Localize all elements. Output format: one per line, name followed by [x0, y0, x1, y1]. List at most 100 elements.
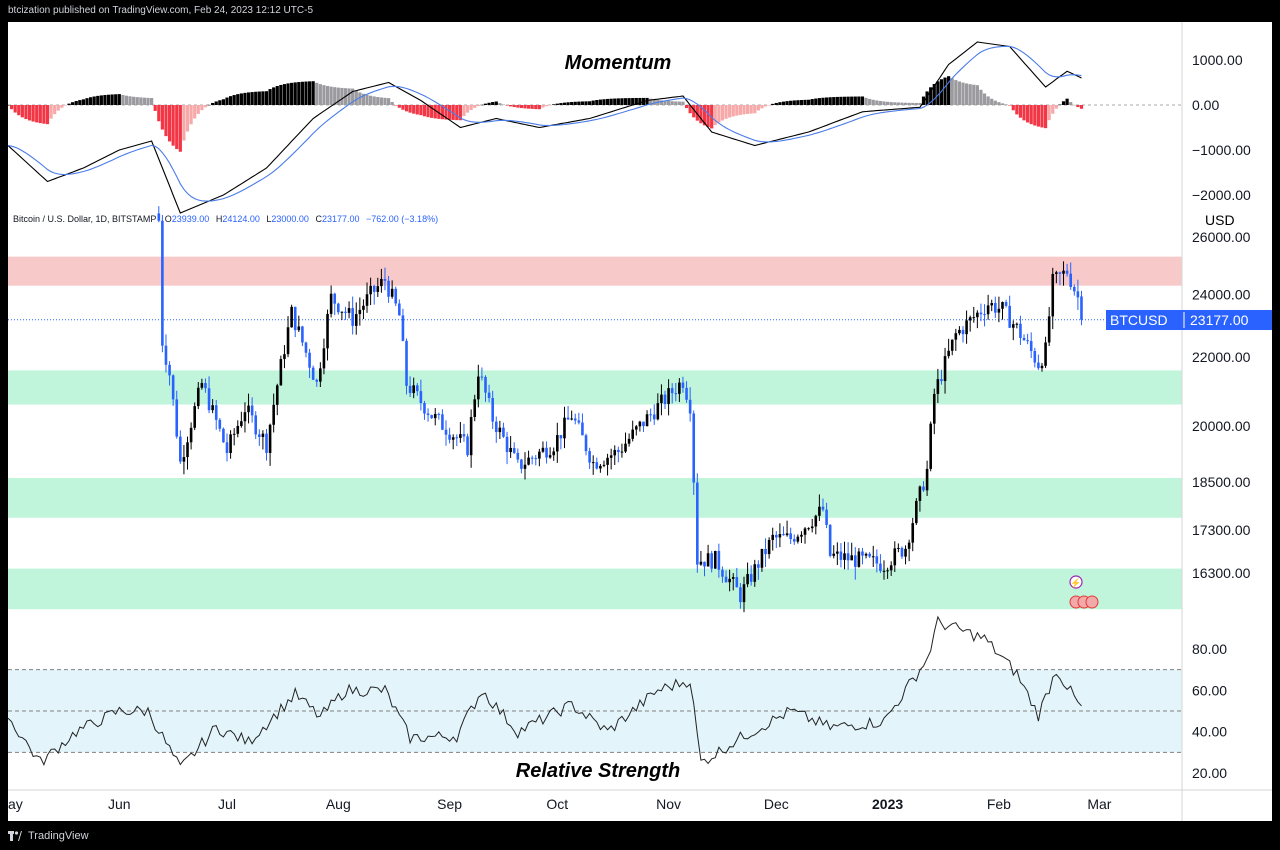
histogram-bar [483, 103, 488, 105]
candle [1047, 307, 1051, 347]
histogram-bar [447, 105, 452, 120]
histogram-bar [932, 83, 936, 105]
candle [505, 431, 509, 465]
histogram-bar [717, 105, 721, 123]
legend-low: 23000.00 [271, 214, 309, 224]
candle [250, 397, 254, 423]
candle [713, 550, 717, 569]
time-tick: Mar [1087, 796, 1111, 812]
candle [1011, 320, 1015, 341]
histogram-bar [526, 105, 531, 109]
histogram-bar [1015, 105, 1019, 115]
histogram-bar [369, 95, 373, 105]
histogram-bar [868, 98, 872, 105]
candle [426, 408, 430, 422]
histogram-bar [767, 105, 771, 106]
histogram-bar [1069, 102, 1073, 105]
candle [451, 434, 455, 450]
currency-label: USD [1205, 212, 1235, 228]
last-price-tag[interactable]: BTCUSD 23177.00 [1106, 310, 1272, 330]
histogram-bar [864, 97, 868, 105]
histogram-bar [961, 82, 965, 105]
candle [1040, 363, 1044, 372]
candle [186, 436, 189, 470]
histogram-bar [702, 105, 707, 126]
support-zone [8, 478, 1182, 518]
candle [398, 299, 401, 316]
candle [214, 399, 218, 430]
candle [1004, 299, 1008, 308]
candle [721, 566, 724, 583]
candle [685, 381, 688, 403]
histogram-bar [947, 76, 951, 105]
event-icons[interactable]: ⚡ [1069, 575, 1099, 609]
candle [408, 376, 412, 398]
histogram-bar [745, 105, 750, 114]
resistance-zone [8, 256, 1182, 286]
candle [365, 282, 369, 313]
histogram-bar [613, 98, 617, 105]
price-tick: 24000.00 [1192, 287, 1251, 303]
candle [455, 434, 459, 447]
histogram-bar [200, 105, 204, 111]
candle [1033, 347, 1037, 368]
candle [785, 520, 789, 537]
histogram-bar [1008, 105, 1012, 106]
histogram-bar [907, 102, 911, 105]
candle [904, 545, 907, 565]
chart-area[interactable]: 1000.00 0.00 −1000.00 −2000.00 26000.00 24000… [6, 22, 1272, 821]
histogram-bar [595, 100, 599, 105]
histogram-bar [246, 92, 251, 105]
histogram-bar [160, 105, 164, 130]
histogram-bar [842, 96, 847, 105]
histogram-bar [440, 105, 445, 120]
histogram-bar [293, 82, 297, 105]
candle [940, 369, 943, 385]
candle [441, 409, 444, 431]
candle [502, 422, 505, 438]
histogram-bar [555, 103, 559, 105]
candle [1080, 290, 1083, 326]
histogram-bar [110, 94, 114, 105]
candle [498, 420, 502, 439]
candle [814, 514, 818, 535]
candle [362, 299, 365, 320]
chart-canvas[interactable]: 1000.00 0.00 −1000.00 −2000.00 26000.00 24000… [6, 22, 1272, 821]
candle [925, 460, 929, 496]
candle [308, 348, 311, 379]
histogram-bar [358, 92, 362, 105]
histogram-bar [455, 105, 459, 121]
histogram-bar [516, 105, 520, 108]
candle [789, 527, 792, 544]
histogram-bar [631, 98, 635, 105]
candle [810, 518, 814, 533]
histogram-bar [329, 86, 333, 105]
candle [868, 552, 871, 559]
momentum-tick: −1000.00 [1192, 142, 1251, 158]
candle [358, 297, 362, 326]
histogram-bar [451, 105, 455, 120]
histogram-bar [699, 105, 703, 124]
histogram-bar [814, 98, 818, 105]
histogram-bar [666, 101, 671, 105]
candle [990, 299, 994, 312]
histogram-bar [433, 105, 437, 119]
histogram-bar [182, 105, 186, 141]
histogram-bar [954, 80, 958, 105]
histogram-bar [254, 91, 258, 105]
time-tick: Sep [437, 796, 462, 812]
histogram-bar [38, 105, 42, 124]
candle [620, 443, 624, 458]
publisher-line: btcization published on TradingView.com,… [8, 5, 313, 16]
histogram-bar [1058, 104, 1062, 106]
candle [444, 420, 448, 446]
histogram-bar [706, 105, 710, 128]
histogram-bar [803, 99, 807, 105]
candle [667, 379, 670, 416]
histogram-bar [771, 103, 775, 105]
histogram-bar [383, 97, 387, 105]
histogram-bar [153, 105, 157, 111]
candle [710, 550, 713, 573]
price-tick: 16300.00 [1192, 565, 1251, 581]
time-tick: Feb [987, 796, 1011, 812]
